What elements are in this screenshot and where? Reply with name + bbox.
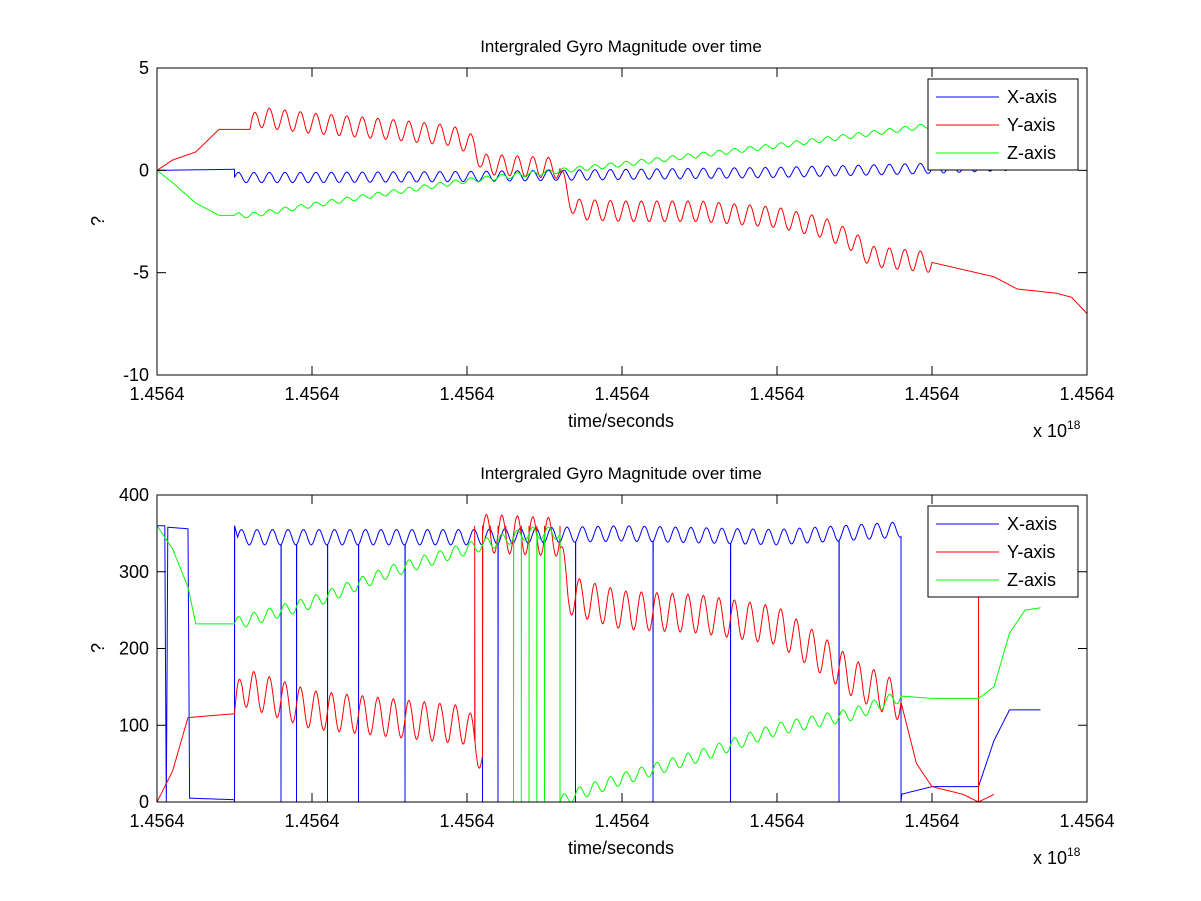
legend: X-axis Y-axis Z-axis — [927, 505, 1079, 598]
x-exponent-label: x 1018 — [1033, 418, 1081, 441]
series-y-axis-line — [157, 107, 1087, 315]
x-axis-label: time/seconds — [568, 411, 674, 431]
series-z-axis-line — [157, 79, 1041, 219]
x-tick-label: 1.4564 — [904, 384, 959, 404]
x-tick-label: 1.4564 — [284, 384, 339, 404]
y-axis-label: ? — [88, 643, 108, 653]
chart-title: Intergraled Gyro Magnitude over time — [480, 464, 762, 483]
legend-label: Z-axis — [1007, 143, 1056, 163]
subplot-top: Intergraled Gyro Magnitude over time 1.4… — [88, 37, 1115, 441]
series-z-axis-line — [157, 525, 1041, 802]
plot-area — [157, 79, 1087, 315]
axes-frame — [156, 67, 1088, 376]
x-axis-label: time/seconds — [568, 838, 674, 858]
x-tick-label: 1.4564 — [129, 811, 184, 831]
legend-label: Z-axis — [1007, 570, 1056, 590]
x-tick-label: 1.4564 — [439, 384, 494, 404]
y-tick-label: -10 — [123, 365, 149, 385]
series-y-axis-line — [157, 513, 995, 802]
x-tick-label: 1.4564 — [284, 811, 339, 831]
x-tick-label: 1.4564 — [749, 811, 804, 831]
x-tick-label: 1.4564 — [1059, 384, 1114, 404]
x-tick-label: 1.4564 — [1059, 811, 1114, 831]
axes-frame — [156, 494, 1088, 803]
axis-ticks: 1.4564 1.4564 1.4564 1.4564 1.4564 1.4564 1.45… — [119, 485, 1115, 831]
legend-label: X-axis — [1007, 514, 1057, 534]
x-tick-label: 1.4564 — [749, 384, 804, 404]
series-x-axis-line — [157, 521, 1041, 802]
y-tick-label: -5 — [133, 263, 149, 283]
x-tick-label: 1.4564 — [439, 811, 494, 831]
x-tick-label: 1.4564 — [129, 384, 184, 404]
y-tick-label: 5 — [139, 58, 149, 78]
subplot-bottom: Intergraled Gyro Magnitude over time 1.4… — [88, 464, 1115, 868]
y-tick-label: 300 — [119, 562, 149, 582]
x-tick-label: 1.4564 — [594, 384, 649, 404]
y-axis-label: ? — [88, 216, 108, 226]
y-tick-label: 200 — [119, 639, 149, 659]
plot-area — [157, 513, 1041, 802]
x-exponent-label: x 1018 — [1033, 845, 1081, 868]
legend-label: Y-axis — [1007, 542, 1055, 562]
y-tick-label: 0 — [139, 160, 149, 180]
y-tick-label: 100 — [119, 715, 149, 735]
y-tick-label: 0 — [139, 792, 149, 812]
axis-ticks: 1.4564 1.4564 1.4564 1.4564 1.4564 1.4564 1.45… — [123, 58, 1115, 404]
y-tick-label: 400 — [119, 485, 149, 505]
x-tick-label: 1.4564 — [594, 811, 649, 831]
chart-title: Intergraled Gyro Magnitude over time — [480, 37, 762, 56]
legend: X-axis Y-axis Z-axis — [927, 78, 1079, 171]
x-tick-label: 1.4564 — [904, 811, 959, 831]
series-x-axis-line — [157, 158, 1041, 184]
legend-label: X-axis — [1007, 87, 1057, 107]
legend-label: Y-axis — [1007, 115, 1055, 135]
